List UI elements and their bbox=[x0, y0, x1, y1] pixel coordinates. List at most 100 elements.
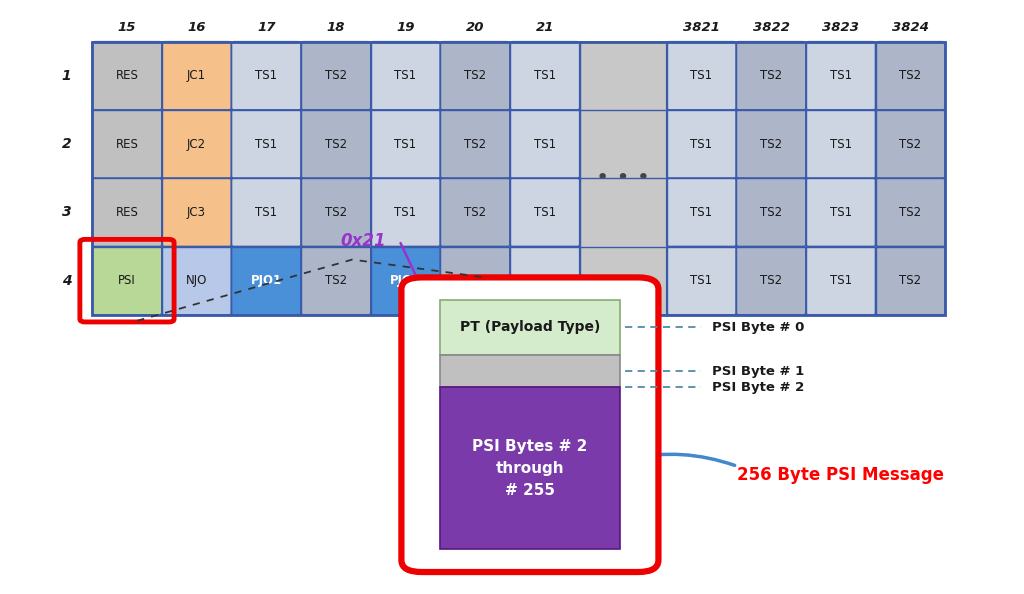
FancyBboxPatch shape bbox=[736, 247, 806, 315]
Text: 15: 15 bbox=[118, 21, 136, 34]
FancyBboxPatch shape bbox=[440, 42, 510, 110]
Text: TS2: TS2 bbox=[899, 206, 922, 219]
Text: TS1: TS1 bbox=[829, 274, 852, 287]
Text: 3824: 3824 bbox=[892, 21, 929, 34]
FancyBboxPatch shape bbox=[231, 110, 301, 178]
FancyBboxPatch shape bbox=[440, 110, 510, 178]
Text: 16: 16 bbox=[187, 21, 206, 34]
Text: TS1: TS1 bbox=[534, 69, 556, 82]
FancyBboxPatch shape bbox=[162, 247, 231, 315]
FancyBboxPatch shape bbox=[510, 110, 580, 178]
FancyBboxPatch shape bbox=[231, 42, 301, 110]
Text: PJO2: PJO2 bbox=[390, 274, 421, 287]
FancyBboxPatch shape bbox=[301, 42, 371, 110]
Text: TS1: TS1 bbox=[690, 206, 713, 219]
FancyBboxPatch shape bbox=[736, 178, 806, 247]
Text: RES: RES bbox=[116, 206, 138, 219]
Text: PSI: PSI bbox=[118, 274, 136, 287]
Text: TS1: TS1 bbox=[829, 206, 852, 219]
FancyBboxPatch shape bbox=[440, 178, 510, 247]
Text: PJO1: PJO1 bbox=[251, 274, 282, 287]
Text: 3: 3 bbox=[61, 206, 72, 219]
Text: TS1: TS1 bbox=[534, 274, 556, 287]
FancyBboxPatch shape bbox=[876, 110, 945, 178]
Text: TS1: TS1 bbox=[255, 69, 278, 82]
Text: TS2: TS2 bbox=[464, 138, 486, 150]
Text: RES: RES bbox=[116, 138, 138, 150]
FancyBboxPatch shape bbox=[440, 247, 510, 315]
FancyBboxPatch shape bbox=[806, 110, 876, 178]
Text: 1: 1 bbox=[61, 69, 72, 83]
Text: TS1: TS1 bbox=[394, 206, 417, 219]
Text: TS1: TS1 bbox=[690, 274, 713, 287]
Bar bbox=[92, 42, 945, 315]
Text: 3821: 3821 bbox=[683, 21, 720, 34]
Text: TS2: TS2 bbox=[899, 138, 922, 150]
Text: 3822: 3822 bbox=[753, 21, 790, 34]
FancyBboxPatch shape bbox=[162, 110, 231, 178]
Text: TS2: TS2 bbox=[760, 69, 782, 82]
FancyBboxPatch shape bbox=[510, 247, 580, 315]
FancyBboxPatch shape bbox=[162, 42, 231, 110]
Text: TS1: TS1 bbox=[534, 138, 556, 150]
FancyBboxPatch shape bbox=[371, 42, 440, 110]
FancyBboxPatch shape bbox=[301, 247, 371, 315]
Text: TS2: TS2 bbox=[760, 274, 782, 287]
Text: 2: 2 bbox=[61, 137, 72, 151]
Text: TS1: TS1 bbox=[394, 138, 417, 150]
Text: TS2: TS2 bbox=[899, 274, 922, 287]
FancyBboxPatch shape bbox=[92, 178, 162, 247]
Text: TS2: TS2 bbox=[899, 69, 922, 82]
FancyBboxPatch shape bbox=[667, 247, 736, 315]
Text: TS2: TS2 bbox=[325, 138, 347, 150]
FancyBboxPatch shape bbox=[667, 42, 736, 110]
FancyBboxPatch shape bbox=[510, 178, 580, 247]
Text: 4: 4 bbox=[61, 274, 72, 287]
Text: TS1: TS1 bbox=[534, 206, 556, 219]
Text: TS1: TS1 bbox=[829, 138, 852, 150]
FancyBboxPatch shape bbox=[510, 42, 580, 110]
Text: TS2: TS2 bbox=[464, 69, 486, 82]
Text: TS2: TS2 bbox=[760, 138, 782, 150]
Text: JC1: JC1 bbox=[187, 69, 206, 82]
Text: TS2: TS2 bbox=[464, 274, 486, 287]
FancyBboxPatch shape bbox=[806, 247, 876, 315]
FancyBboxPatch shape bbox=[401, 277, 658, 572]
FancyBboxPatch shape bbox=[92, 42, 162, 110]
Text: TS2: TS2 bbox=[325, 206, 347, 219]
Text: TS2: TS2 bbox=[760, 206, 782, 219]
FancyBboxPatch shape bbox=[736, 42, 806, 110]
FancyBboxPatch shape bbox=[736, 110, 806, 178]
Text: JC3: JC3 bbox=[187, 206, 206, 219]
Text: TS1: TS1 bbox=[829, 69, 852, 82]
FancyBboxPatch shape bbox=[301, 110, 371, 178]
FancyBboxPatch shape bbox=[667, 110, 736, 178]
FancyBboxPatch shape bbox=[806, 178, 876, 247]
Text: TS2: TS2 bbox=[464, 206, 486, 219]
Text: JC2: JC2 bbox=[187, 138, 206, 150]
Text: • • •: • • • bbox=[596, 168, 650, 188]
Text: TS2: TS2 bbox=[325, 69, 347, 82]
FancyBboxPatch shape bbox=[231, 247, 301, 315]
Text: TS1: TS1 bbox=[690, 138, 713, 150]
FancyBboxPatch shape bbox=[806, 42, 876, 110]
Text: 17: 17 bbox=[257, 21, 275, 34]
Text: NJO: NJO bbox=[186, 274, 207, 287]
FancyBboxPatch shape bbox=[876, 42, 945, 110]
FancyBboxPatch shape bbox=[876, 178, 945, 247]
FancyBboxPatch shape bbox=[162, 178, 231, 247]
FancyBboxPatch shape bbox=[876, 247, 945, 315]
Text: PSI Bytes # 2
through
# 255: PSI Bytes # 2 through # 255 bbox=[472, 438, 588, 498]
Bar bbox=[440, 355, 620, 387]
FancyBboxPatch shape bbox=[301, 178, 371, 247]
Text: TS1: TS1 bbox=[394, 69, 417, 82]
Bar bbox=[440, 387, 620, 549]
Text: 21: 21 bbox=[536, 21, 554, 34]
Text: 3823: 3823 bbox=[822, 21, 859, 34]
FancyBboxPatch shape bbox=[92, 247, 162, 315]
Text: 18: 18 bbox=[327, 21, 345, 34]
Text: PSI Byte # 2: PSI Byte # 2 bbox=[712, 381, 804, 394]
Text: 20: 20 bbox=[466, 21, 484, 34]
FancyBboxPatch shape bbox=[667, 178, 736, 247]
Text: PT (Payload Type): PT (Payload Type) bbox=[460, 320, 600, 334]
